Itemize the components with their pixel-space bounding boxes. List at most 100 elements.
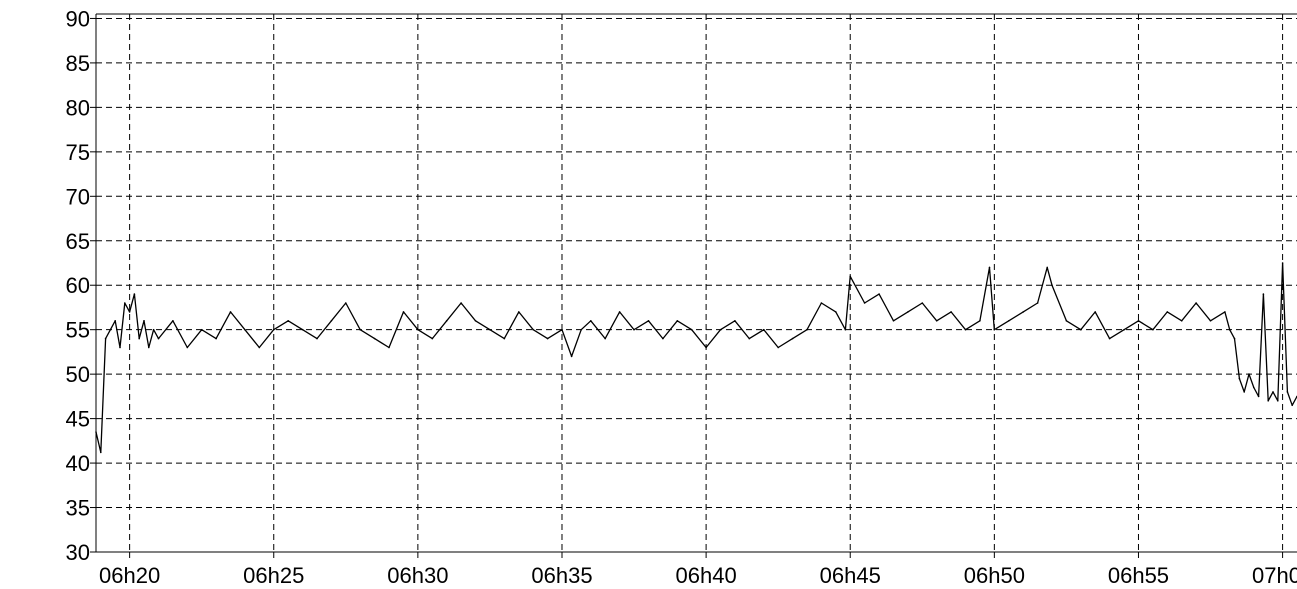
data-point <box>133 293 136 295</box>
x-tick-label: 06h45 <box>820 563 881 588</box>
data-point <box>935 320 938 322</box>
data-point <box>791 337 794 340</box>
data-point <box>705 346 707 349</box>
data-point <box>1267 400 1269 402</box>
data-point <box>863 302 866 304</box>
data-point <box>777 346 779 349</box>
data-point <box>1248 373 1250 375</box>
data-point <box>1008 320 1010 322</box>
y-tick-label: 30 <box>66 540 90 565</box>
data-point <box>662 337 664 340</box>
data-point <box>1137 320 1140 322</box>
y-tick-label: 55 <box>66 318 90 343</box>
data-point <box>806 328 808 331</box>
y-tick-label: 60 <box>66 273 90 298</box>
y-tick-label: 65 <box>66 229 90 254</box>
data-point <box>719 328 722 331</box>
data-point <box>849 275 851 278</box>
data-point <box>114 320 116 322</box>
plot-frame <box>95 13 1297 553</box>
data-point <box>820 302 823 304</box>
data-point <box>676 320 679 322</box>
data-point <box>316 337 318 340</box>
data-point <box>138 337 140 340</box>
data-point <box>460 302 462 304</box>
data-point <box>1180 320 1183 322</box>
data-point <box>200 328 203 331</box>
data-point <box>272 328 275 331</box>
data-point <box>1209 320 1212 322</box>
data-point <box>287 320 290 322</box>
data-point <box>647 320 650 322</box>
data-point <box>100 451 102 454</box>
data-point <box>1065 320 1068 322</box>
data-point <box>1253 386 1255 389</box>
data-point <box>921 302 924 304</box>
data-point <box>119 346 121 349</box>
data-point <box>690 328 693 331</box>
data-point <box>1094 311 1096 313</box>
data-point <box>1228 328 1231 331</box>
x-tick-label: 06h50 <box>964 563 1025 588</box>
y-tick-label: 90 <box>66 6 90 31</box>
data-point <box>1036 302 1039 304</box>
data-point <box>172 320 174 322</box>
y-tick-label: 45 <box>66 407 90 432</box>
x-tick-label: 06h55 <box>1108 563 1169 588</box>
data-point <box>835 311 837 313</box>
data-point <box>258 346 261 349</box>
x-tick-label: 06h40 <box>676 563 737 588</box>
data-point <box>152 328 155 331</box>
data-point <box>518 311 520 313</box>
data-point <box>1233 337 1236 340</box>
data-point <box>546 337 549 340</box>
data-point <box>186 346 189 349</box>
data-point <box>1238 377 1241 380</box>
y-tick-label: 75 <box>66 140 90 165</box>
data-point <box>1272 391 1274 393</box>
y-tick-label: 70 <box>66 184 90 209</box>
data-point <box>330 320 333 322</box>
data-point <box>734 320 736 322</box>
data-point <box>474 320 477 322</box>
data-point <box>128 311 131 313</box>
data-point <box>561 328 563 331</box>
data-point <box>503 337 506 340</box>
data-point <box>229 311 232 313</box>
data-point <box>844 328 847 331</box>
data-point <box>373 337 376 340</box>
data-point <box>907 311 909 313</box>
data-point <box>1286 391 1289 393</box>
data-point <box>1166 311 1169 313</box>
y-tick-label: 80 <box>66 95 90 120</box>
data-point <box>359 328 362 331</box>
data-point <box>104 337 107 340</box>
data-point <box>1108 337 1111 340</box>
data-point <box>301 328 304 331</box>
data-point <box>950 311 952 313</box>
data-point <box>431 337 434 340</box>
series-layer <box>95 262 1297 454</box>
data-point <box>148 346 150 349</box>
x-tick-label: 06h30 <box>387 563 448 588</box>
data-point <box>763 328 765 331</box>
data-point <box>157 337 160 340</box>
data-point <box>1046 266 1048 269</box>
data-point <box>1291 404 1293 407</box>
y-tick-label: 40 <box>66 451 90 476</box>
data-point <box>590 320 592 322</box>
x-tick-label: 07h00 <box>1252 563 1297 588</box>
x-tick-label: 06h20 <box>99 563 160 588</box>
data-point <box>388 346 390 349</box>
data-point <box>1152 328 1154 331</box>
data-point <box>489 328 491 331</box>
data-point <box>345 302 347 304</box>
data-point <box>402 311 405 313</box>
x-axis-ticks: 06h20 06h25 06h30 06h35 06h40 06h45 06h50 06h55… <box>99 552 1297 588</box>
data-point <box>445 320 448 322</box>
data-point <box>1123 328 1125 331</box>
series-line <box>95 262 1297 454</box>
data-point <box>417 328 419 331</box>
data-point <box>1022 311 1024 313</box>
